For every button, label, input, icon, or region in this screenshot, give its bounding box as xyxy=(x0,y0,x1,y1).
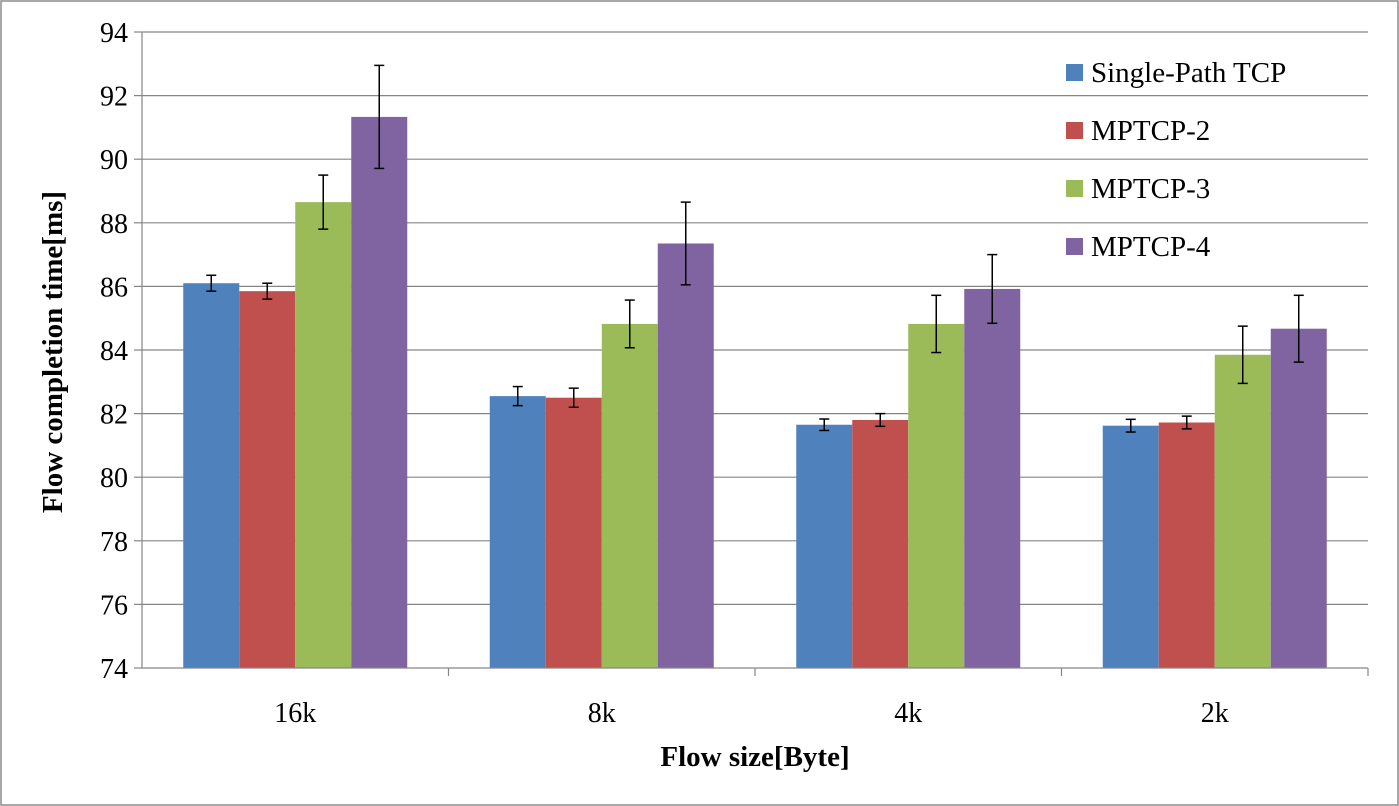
legend-label: MPTCP-3 xyxy=(1091,173,1210,205)
x-tick-label: 16k xyxy=(274,698,316,729)
y-tick-label: 84 xyxy=(100,336,128,367)
y-tick-label: 92 xyxy=(100,82,128,113)
y-tick-label: 86 xyxy=(100,272,128,303)
legend: Single-Path TCP MPTCP-2 MPTCP-3 MPTCP-4 xyxy=(1066,57,1286,263)
bar xyxy=(908,323,965,668)
bar xyxy=(545,397,602,668)
y-axis-title: Flow completion time[ms] xyxy=(37,191,69,513)
bar xyxy=(796,424,853,668)
bar xyxy=(295,202,352,668)
error-bars xyxy=(206,64,1304,433)
bar xyxy=(1214,354,1271,668)
y-tick-label: 82 xyxy=(100,400,128,431)
axes xyxy=(134,31,1369,676)
x-tick-label: 8k xyxy=(588,698,616,729)
y-tick-label: 94 xyxy=(100,18,128,49)
legend-swatch xyxy=(1066,122,1083,139)
bar xyxy=(1158,422,1215,668)
legend-label: Single-Path TCP xyxy=(1091,57,1286,89)
y-tick-label: 78 xyxy=(100,527,128,558)
bar xyxy=(489,396,546,668)
bars xyxy=(183,116,1327,668)
bar xyxy=(657,243,714,668)
x-tick-label: 2k xyxy=(1201,698,1229,729)
legend-label: MPTCP-2 xyxy=(1091,115,1210,147)
x-tick-labels: 16k 8k 4k 2k xyxy=(274,698,1229,729)
legend-swatch xyxy=(1066,238,1083,255)
bar xyxy=(1270,328,1327,668)
bar xyxy=(852,419,909,668)
bar xyxy=(964,288,1021,668)
legend-swatch xyxy=(1066,180,1083,197)
y-tick-labels: 74 76 78 80 82 84 86 88 90 92 94 xyxy=(100,18,128,685)
legend-label: MPTCP-4 xyxy=(1091,231,1211,263)
y-tick-label: 80 xyxy=(100,463,128,494)
y-tick-label: 74 xyxy=(100,654,128,685)
bar xyxy=(351,116,408,668)
bar xyxy=(601,323,658,668)
x-tick-label: 4k xyxy=(894,698,922,729)
bar xyxy=(183,283,240,668)
bar xyxy=(1102,425,1159,668)
y-tick-label: 88 xyxy=(100,209,128,240)
legend-swatch xyxy=(1066,64,1083,81)
bar xyxy=(239,291,296,668)
y-tick-label: 90 xyxy=(100,145,128,176)
x-axis-title: Flow size[Byte] xyxy=(660,741,849,773)
y-tick-label: 76 xyxy=(100,590,128,621)
